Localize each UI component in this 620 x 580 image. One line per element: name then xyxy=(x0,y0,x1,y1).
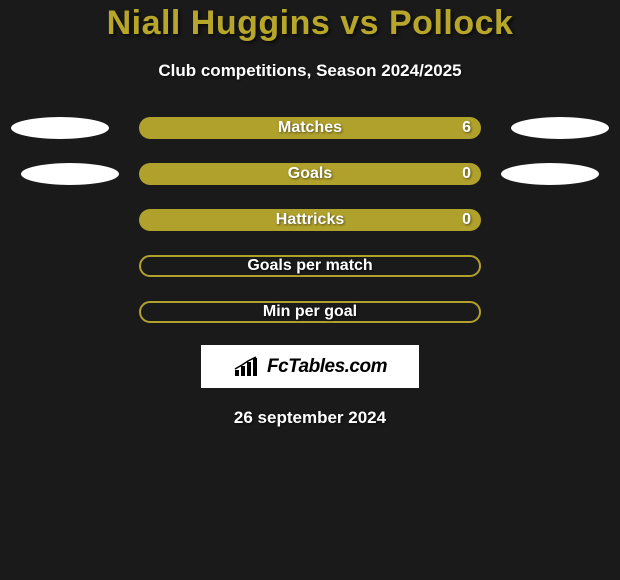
stat-bar: Goals per match xyxy=(139,255,481,277)
right-pill xyxy=(501,163,599,185)
stat-row-goals-per-match: Goals per match xyxy=(0,255,620,277)
subtitle: Club competitions, Season 2024/2025 xyxy=(0,61,620,81)
stat-bar: Min per goal xyxy=(139,301,481,323)
bars-icon xyxy=(233,356,263,378)
left-pill xyxy=(21,163,119,185)
stats-area: Matches 6 Goals 0 Hattricks 0 Goals per … xyxy=(0,117,620,323)
footer-logo-box: FcTables.com xyxy=(201,345,419,388)
stat-row-min-per-goal: Min per goal xyxy=(0,301,620,323)
page-title: Niall Huggins vs Pollock xyxy=(0,4,620,43)
stat-value: 0 xyxy=(462,211,471,229)
stat-row-goals: Goals 0 xyxy=(0,163,620,185)
stat-label: Goals per match xyxy=(247,257,372,275)
stat-row-matches: Matches 6 xyxy=(0,117,620,139)
stat-value: 6 xyxy=(462,119,471,137)
left-pill xyxy=(11,117,109,139)
stat-label: Min per goal xyxy=(263,303,357,321)
logo-text: FcTables.com xyxy=(267,356,387,378)
logo-inner: FcTables.com xyxy=(233,356,387,378)
stat-label: Hattricks xyxy=(276,211,344,229)
right-pill xyxy=(511,117,609,139)
stat-bar: Hattricks 0 xyxy=(139,209,481,231)
stat-row-hattricks: Hattricks 0 xyxy=(0,209,620,231)
stat-label: Matches xyxy=(278,119,342,137)
stat-label: Goals xyxy=(288,165,332,183)
stat-value: 0 xyxy=(462,165,471,183)
stat-bar: Goals 0 xyxy=(139,163,481,185)
stat-bar: Matches 6 xyxy=(139,117,481,139)
date-line: 26 september 2024 xyxy=(0,408,620,428)
infographic-container: Niall Huggins vs Pollock Club competitio… xyxy=(0,0,620,580)
